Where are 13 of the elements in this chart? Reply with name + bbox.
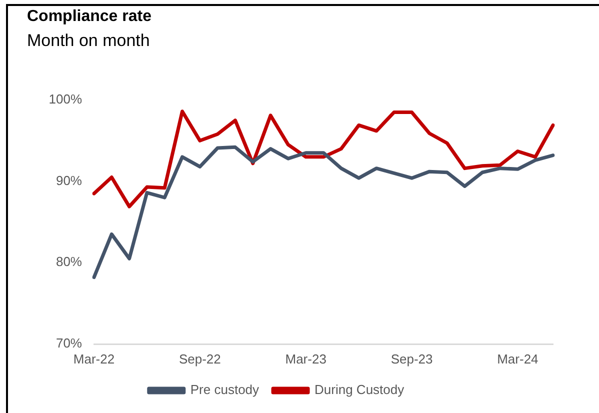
x-tick-label: Mar-23 [285, 351, 326, 366]
x-tick-label: Mar-24 [497, 351, 538, 366]
y-tick-label: 90% [56, 172, 82, 188]
x-tick-label: Sep-23 [390, 351, 433, 366]
y-tick-label: 100% [48, 92, 82, 107]
chart-title: Compliance rate [27, 8, 152, 26]
x-tick-label: Mar-22 [73, 351, 115, 366]
y-tick-label: 70% [56, 336, 82, 351]
chart-subtitle: Month on month [27, 31, 150, 51]
legend-label: Pre custody [190, 382, 260, 398]
x-tick-label: Sep-22 [178, 351, 221, 366]
y-tick-label: 80% [56, 254, 82, 270]
legend-label: During Custody [314, 382, 405, 398]
